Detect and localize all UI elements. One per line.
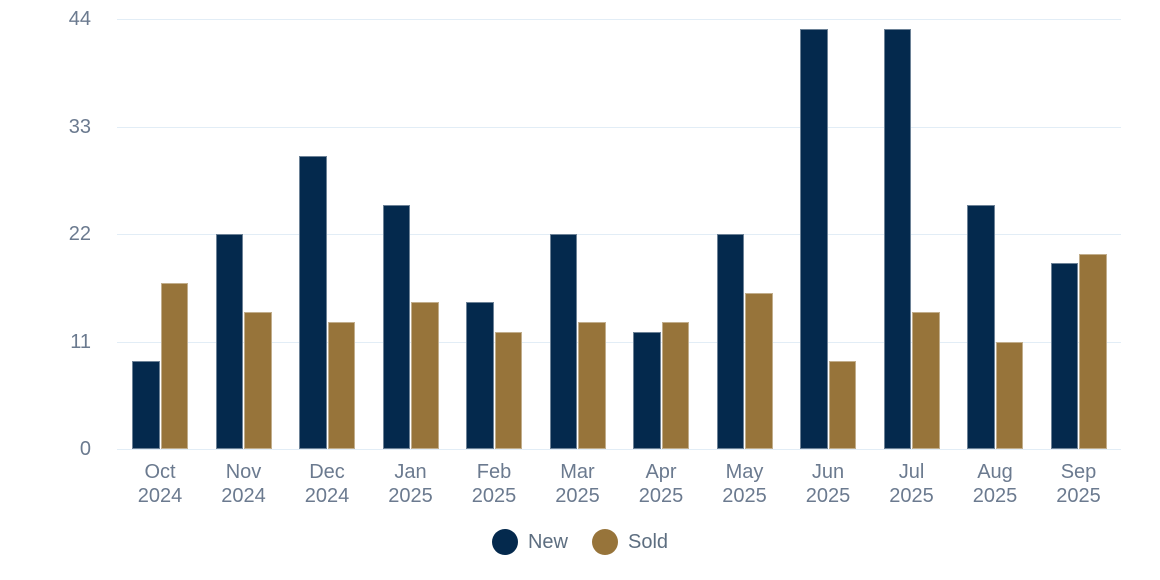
x-axis-label: Apr 2025 (616, 460, 706, 508)
bar-new-mar-2025 (549, 234, 577, 449)
x-axis-label: Jun 2025 (783, 460, 873, 508)
bar-new-feb-2025 (466, 302, 494, 449)
x-axis-label-year: 2025 (555, 485, 600, 507)
x-axis-label-month: Apr (645, 461, 677, 483)
x-axis-label: Oct 2024 (115, 460, 205, 508)
bar-new-jan-2025 (382, 204, 410, 449)
chart-legend: New Sold (0, 529, 1160, 555)
bar-new-may-2025 (716, 234, 744, 449)
x-axis-label-year: 2025 (638, 485, 684, 507)
y-axis-tick-label: 33 (68, 116, 91, 138)
x-axis-label-month: Oct (144, 461, 176, 483)
x-axis-label-month: Dec (309, 461, 345, 483)
gridline (117, 19, 1121, 20)
bar-sold-jun-2025 (828, 361, 856, 449)
x-axis-label-year: 2024 (304, 485, 350, 507)
x-axis-label: Sep 2025 (1034, 460, 1124, 508)
x-axis-label-month: Jun (811, 461, 845, 483)
legend-item-new[interactable]: New (491, 529, 568, 555)
bar-sold-may-2025 (745, 292, 773, 449)
x-axis-label-year: 2024 (137, 485, 183, 507)
bar-new-nov-2024 (215, 234, 243, 449)
gridline (117, 234, 1121, 235)
bar-sold-jan-2025 (411, 302, 439, 449)
bar-new-oct-2024 (132, 361, 160, 449)
x-axis-label: Dec 2024 (282, 460, 372, 508)
x-axis-label: Aug 2025 (950, 460, 1040, 508)
x-axis-label: Jul 2025 (867, 460, 957, 508)
x-axis-label-year: 2025 (889, 485, 934, 507)
legend-label: New (527, 530, 568, 553)
x-axis-label-month: Jan (394, 461, 427, 483)
x-axis-label-year: 2025 (471, 485, 517, 507)
x-axis-label: Feb 2025 (449, 460, 539, 508)
bar-sold-nov-2024 (244, 312, 272, 449)
gridline (117, 449, 1121, 450)
x-axis-label-month: Aug (977, 461, 1013, 483)
bar-new-apr-2025 (633, 331, 661, 449)
legend-item-sold[interactable]: Sold (591, 529, 669, 555)
bar-sold-apr-2025 (661, 321, 689, 449)
legend-label: Sold (627, 530, 669, 553)
x-axis-label-year: 2025 (1056, 485, 1101, 507)
bar-sold-mar-2025 (578, 321, 606, 449)
bar-new-sep-2025 (1050, 263, 1078, 449)
x-axis-label-month: Nov (225, 461, 262, 483)
bar-sold-dec-2024 (327, 321, 355, 449)
x-axis-label: Jan 2025 (366, 460, 456, 508)
bar-sold-jul-2025 (912, 312, 940, 449)
y-axis-tick-label: 11 (70, 331, 91, 353)
x-axis-label: Mar 2025 (533, 460, 623, 508)
x-axis-label-month: Sep (1060, 461, 1097, 483)
legend-dot-new (491, 529, 518, 555)
x-axis-label-year: 2025 (722, 485, 767, 507)
legend-dot-sold (591, 529, 618, 555)
x-axis-label-year: 2025 (972, 485, 1018, 507)
gridline (117, 342, 1121, 343)
bar-new-jul-2025 (883, 28, 911, 449)
bar-new-aug-2025 (967, 204, 995, 449)
x-axis-label-month: May (725, 461, 764, 483)
x-axis-label-year: 2025 (388, 485, 433, 507)
x-axis-label: Nov 2024 (199, 460, 289, 508)
bar-new-jun-2025 (800, 28, 828, 449)
x-axis-label-year: 2025 (805, 485, 851, 507)
x-axis-label: May 2025 (700, 460, 790, 508)
y-axis-tick-label: 0 (79, 438, 91, 460)
bar-new-dec-2024 (299, 155, 327, 449)
x-axis-label-year: 2024 (221, 485, 266, 507)
y-axis-tick-label: 44 (68, 8, 91, 30)
bar-sold-sep-2025 (1079, 253, 1107, 449)
y-axis-tick-label: 22 (68, 223, 91, 245)
x-axis-label-month: Mar (560, 461, 595, 483)
gridline (117, 127, 1121, 128)
x-axis-label-month: Jul (898, 461, 925, 483)
bar-sold-aug-2025 (995, 341, 1023, 449)
x-axis-label-month: Feb (476, 461, 512, 483)
bar-sold-oct-2024 (160, 282, 188, 449)
bar-sold-feb-2025 (494, 331, 522, 449)
